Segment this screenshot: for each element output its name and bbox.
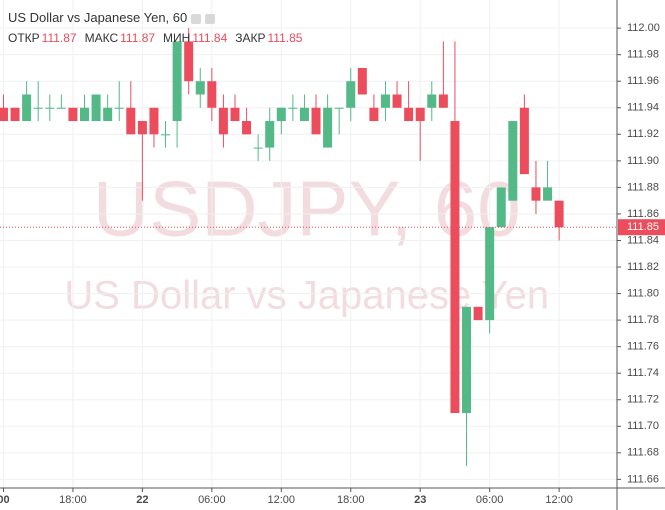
candle-body (531, 187, 541, 201)
settings-icon[interactable] (205, 13, 216, 24)
ohlc-value: 111.87 (41, 31, 77, 45)
candle-body (543, 187, 553, 201)
y-tick-label: 111.66 (627, 473, 659, 485)
candle-body (91, 94, 101, 122)
candle-body (207, 81, 217, 108)
candle-body (22, 94, 32, 122)
ohlc-value: 111.87 (120, 31, 156, 45)
candle-body (485, 227, 495, 321)
candle-body (299, 107, 309, 122)
ohlc-key: ЗАКР (235, 31, 266, 45)
candle-body (230, 107, 240, 122)
y-tick-label: 111.70 (627, 420, 659, 432)
candle-body (80, 107, 90, 122)
ohlc-key: ОТКР (8, 31, 40, 45)
legend-header: US Dollar vs Japanese Yen, 60 ОТКР 111.87… (8, 10, 310, 45)
candle-body (404, 107, 414, 122)
ohlc-value: 111.85 (267, 31, 303, 45)
candle-body (68, 107, 78, 122)
candle-body (369, 107, 379, 122)
y-tick-label: 111.76 (627, 341, 659, 353)
candle-body (10, 107, 20, 122)
y-tick-label: 111.68 (627, 447, 659, 459)
candle-body (473, 306, 483, 321)
candle-body (114, 107, 124, 109)
last-price-label: 111.85 (627, 221, 659, 233)
candle-body (253, 147, 263, 149)
candle-body (137, 121, 147, 135)
ohlc-key: МАКС (84, 31, 119, 45)
settings-icon[interactable] (191, 13, 202, 24)
watermark: USDJPY, 60 (93, 165, 521, 253)
candle-body (56, 107, 66, 109)
candle-body (265, 121, 275, 148)
candle-body (346, 81, 356, 108)
candle-body (519, 107, 529, 175)
x-tick-label: 18:00 (59, 494, 87, 506)
candle-body (195, 81, 205, 95)
x-tick-label: 12:00 (545, 494, 573, 506)
candle-body (0, 107, 8, 122)
candle-body (450, 121, 460, 414)
y-tick-label: 111.84 (627, 234, 659, 246)
candle-body (103, 107, 113, 122)
x-tick-label: 00 (0, 494, 10, 506)
last-price-tag (618, 219, 665, 236)
candle-body (392, 94, 402, 108)
candle-body (172, 41, 182, 122)
candle-body (334, 107, 344, 109)
y-tick-label: 111.90 (627, 155, 659, 167)
y-tick-label: 111.80 (627, 287, 659, 299)
ohlc-value: 111.84 (192, 31, 228, 45)
ohlc-key: МИН (163, 31, 191, 45)
candle-body (218, 107, 228, 135)
candle-body (288, 107, 298, 109)
candle-body (380, 94, 390, 108)
x-tick-label: 23 (414, 494, 426, 506)
x-tick-label: 06:00 (198, 494, 226, 506)
candle-body (276, 107, 286, 122)
candle-body (33, 107, 43, 109)
candle-body (438, 94, 448, 108)
candle-body (323, 107, 333, 148)
candle-body (311, 107, 321, 135)
y-tick-label: 111.86 (627, 208, 659, 220)
y-tick-label: 111.94 (627, 102, 659, 114)
y-tick-label: 111.74 (627, 367, 659, 379)
candle-body (357, 67, 367, 95)
candle-body (496, 187, 506, 228)
candle-body (427, 94, 437, 108)
x-tick-label: 22 (136, 494, 148, 506)
candle-body (149, 107, 159, 135)
y-tick-label: 111.96 (627, 75, 659, 87)
y-tick-label: 111.72 (627, 394, 659, 406)
candle-body (45, 107, 55, 109)
candle-body (462, 306, 472, 414)
x-tick-label: 12:00 (268, 494, 296, 506)
y-tick-label: 112.00 (627, 22, 660, 34)
candle-body (184, 41, 194, 82)
x-tick-label: 18:00 (337, 494, 365, 506)
x-tick-label: 06:00 (476, 494, 504, 506)
candle-body (508, 121, 518, 201)
y-tick-label: 111.92 (627, 128, 659, 140)
symbol-title: US Dollar vs Japanese Yen, 60 (8, 10, 188, 25)
candle-body (126, 107, 136, 135)
y-tick-label: 111.88 (627, 181, 659, 193)
ohlc-values: ОТКР 111.87 МАКС 111.87 МИН 111.84 ЗАКР 111.85 (8, 31, 310, 45)
candle-body (242, 121, 252, 135)
candle-body (554, 200, 564, 228)
y-tick-label: 111.82 (627, 261, 659, 273)
candle-body (161, 134, 171, 136)
y-tick-label: 111.78 (627, 314, 659, 326)
candle-body (415, 107, 425, 122)
y-tick-label: 111.98 (627, 49, 659, 61)
